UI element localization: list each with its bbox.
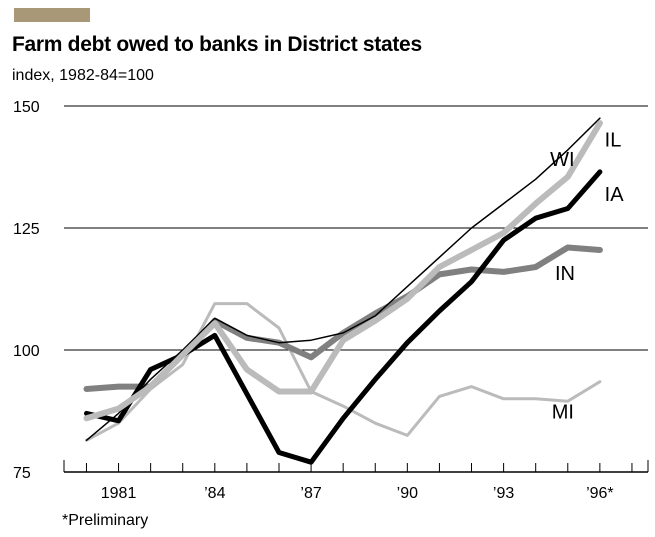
accent-bar <box>14 8 90 22</box>
series-line-wi <box>85 117 601 442</box>
footnote: *Preliminary <box>62 512 149 529</box>
x-tick-label: ’96* <box>586 485 614 502</box>
y-tick-label: 125 <box>13 221 40 238</box>
y-tick-label: 100 <box>13 343 40 360</box>
series-line-il <box>83 120 603 422</box>
y-tick-label: 75 <box>13 465 31 482</box>
series-label-in: IN <box>555 263 575 285</box>
series-label-wi: WI <box>550 149 574 171</box>
x-tick-label: 1981 <box>101 485 137 502</box>
x-tick-label: ’84 <box>204 485 225 502</box>
series-label-mi: MI <box>552 401 574 423</box>
y-tick-label: 150 <box>13 99 40 116</box>
series-label-il: IL <box>605 130 622 152</box>
x-tick-label: ’90 <box>397 485 418 502</box>
chart-title: Farm debt owed to banks in District stat… <box>12 33 422 56</box>
x-tick-label: ’87 <box>300 485 321 502</box>
series-label-ia: IA <box>605 184 625 206</box>
series-line-mi <box>85 302 602 442</box>
y-axis-label: index, 1982-84=100 <box>12 67 154 84</box>
x-tick-label: ’93 <box>493 485 514 502</box>
